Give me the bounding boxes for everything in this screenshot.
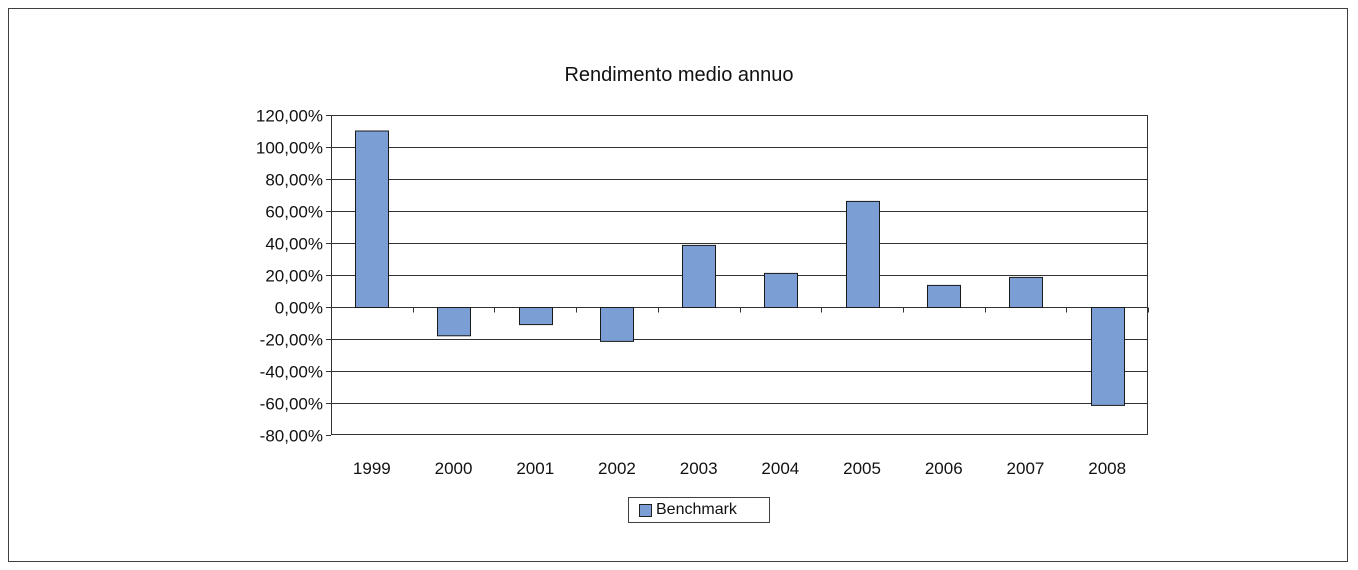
y-tick-label: -60,00% — [260, 395, 323, 414]
y-tick-label: -80,00% — [260, 427, 323, 446]
x-tick-label: 2006 — [925, 459, 963, 478]
bar-2001 — [519, 307, 553, 326]
bar-2002 — [600, 307, 634, 342]
x-tick-label: 2001 — [516, 459, 554, 478]
bar-2006 — [927, 284, 961, 308]
y-tick-label: -20,00% — [260, 331, 323, 350]
y-tick-label: 60,00% — [265, 203, 323, 222]
y-tick-label: 100,00% — [256, 139, 323, 158]
x-tick-label: 2004 — [761, 459, 799, 478]
bar-2003 — [682, 244, 716, 308]
x-tick-label: 2008 — [1088, 459, 1126, 478]
y-tick-label: 0,00% — [275, 299, 323, 318]
y-tick-label: -40,00% — [260, 363, 323, 382]
x-tick-label: 2000 — [435, 459, 473, 478]
bar-2007 — [1009, 276, 1043, 308]
bar-2000 — [437, 307, 471, 337]
bar-2008 — [1091, 307, 1125, 406]
legend-label-benchmark: Benchmark — [656, 501, 737, 518]
bar-2005 — [846, 200, 880, 308]
y-tick-label: 20,00% — [265, 267, 323, 286]
y-tick-label: 120,00% — [256, 107, 323, 126]
x-tick-label: 2003 — [680, 459, 718, 478]
bar-1999 — [355, 130, 389, 308]
x-tick-label: 2005 — [843, 459, 881, 478]
legend-swatch-benchmark — [639, 504, 652, 517]
y-tick-label: 80,00% — [265, 171, 323, 190]
x-tick-label: 2002 — [598, 459, 636, 478]
chart-frame — [8, 8, 1348, 562]
chart-title: Rendimento medio annuo — [564, 64, 794, 86]
bar-2004 — [764, 272, 798, 308]
legend: Benchmark — [628, 497, 770, 523]
plot-area-border — [331, 115, 1148, 435]
y-tick-label: 40,00% — [265, 235, 323, 254]
x-tick-label: 2007 — [1007, 459, 1045, 478]
x-tick-label: 1999 — [353, 459, 391, 478]
